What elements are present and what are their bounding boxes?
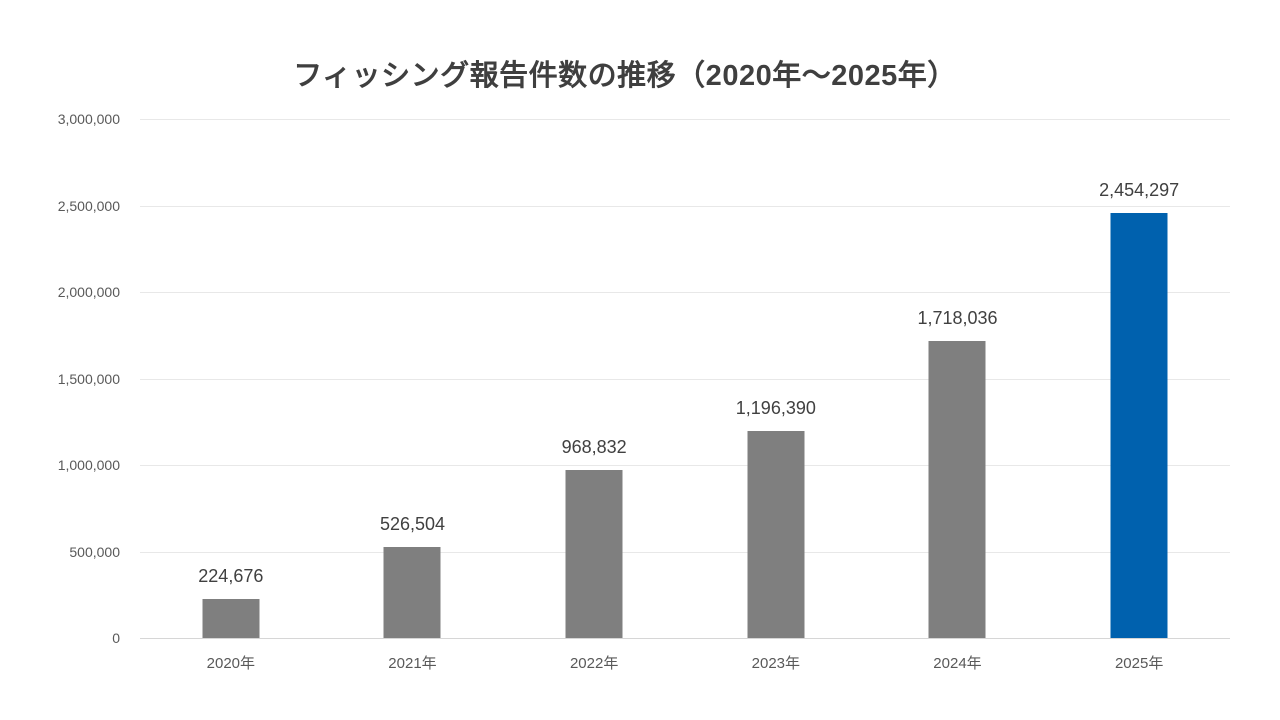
bar-group-2021年: 526,504 2021年	[322, 119, 504, 672]
bar-2024年	[928, 341, 986, 638]
y-tick-label: 2,500,000	[57, 197, 120, 214]
bar-group-2022年: 968,832 2022年	[503, 119, 685, 672]
x-tick-label: 2025年	[1114, 655, 1164, 672]
bar-group-2023年: 1,196,390 2023年	[685, 119, 867, 672]
gridline	[140, 119, 1230, 120]
bar-value-label: 224,676	[198, 566, 264, 586]
x-tick-label: 2024年	[933, 655, 982, 672]
bar-group-2024年: 1,718,036 2024年	[867, 119, 1049, 672]
bar-2025年	[1110, 213, 1168, 638]
bar-value-label: 1,196,390	[735, 398, 816, 418]
gridline	[140, 551, 1230, 553]
x-tick-label: 2022年	[569, 655, 619, 672]
y-tick-label: 1,000,000	[57, 457, 120, 473]
x-tick-label: 2021年	[388, 655, 437, 672]
y-axis-tick-labels: 0 500,000 1,000,000 1,500,000 2,000,000 2,500…	[0, 111, 120, 646]
plot-area: 224,676 2020年 526,504 2021年 968,832 2022年 1,19…	[140, 119, 1230, 672]
bar-group-2020年: 224,676 2020年	[140, 119, 322, 672]
bar-value-label: 968,832	[561, 437, 627, 457]
chart-title: フィッシング報告件数の推移（2020年〜2025年）	[293, 60, 957, 92]
bar-2022年	[565, 470, 623, 638]
gridline	[140, 465, 1230, 466]
bar-2023年	[747, 431, 805, 638]
y-tick-label: 3,000,000	[57, 111, 120, 127]
bar-value-label: 526,504	[379, 514, 446, 534]
y-tick-label: 500,000	[69, 543, 120, 560]
gridline	[140, 378, 1230, 380]
bar-2021年	[383, 547, 441, 638]
bar-value-label: 2,454,297	[1099, 180, 1180, 200]
bar-value-label: 1,718,036	[917, 308, 998, 328]
gridline	[140, 205, 1230, 207]
y-tick-label: 1,500,000	[57, 370, 120, 387]
bar-group-2025年: 2,454,297 2025年	[1048, 119, 1230, 672]
y-tick-label: 0	[112, 630, 120, 646]
x-tick-label: 2023年	[751, 655, 801, 672]
x-tick-label: 2020年	[206, 655, 256, 672]
bar-2020年	[202, 599, 260, 638]
x-axis-line	[140, 638, 1230, 639]
gridline	[140, 292, 1230, 293]
y-tick-label: 2,000,000	[57, 284, 120, 300]
